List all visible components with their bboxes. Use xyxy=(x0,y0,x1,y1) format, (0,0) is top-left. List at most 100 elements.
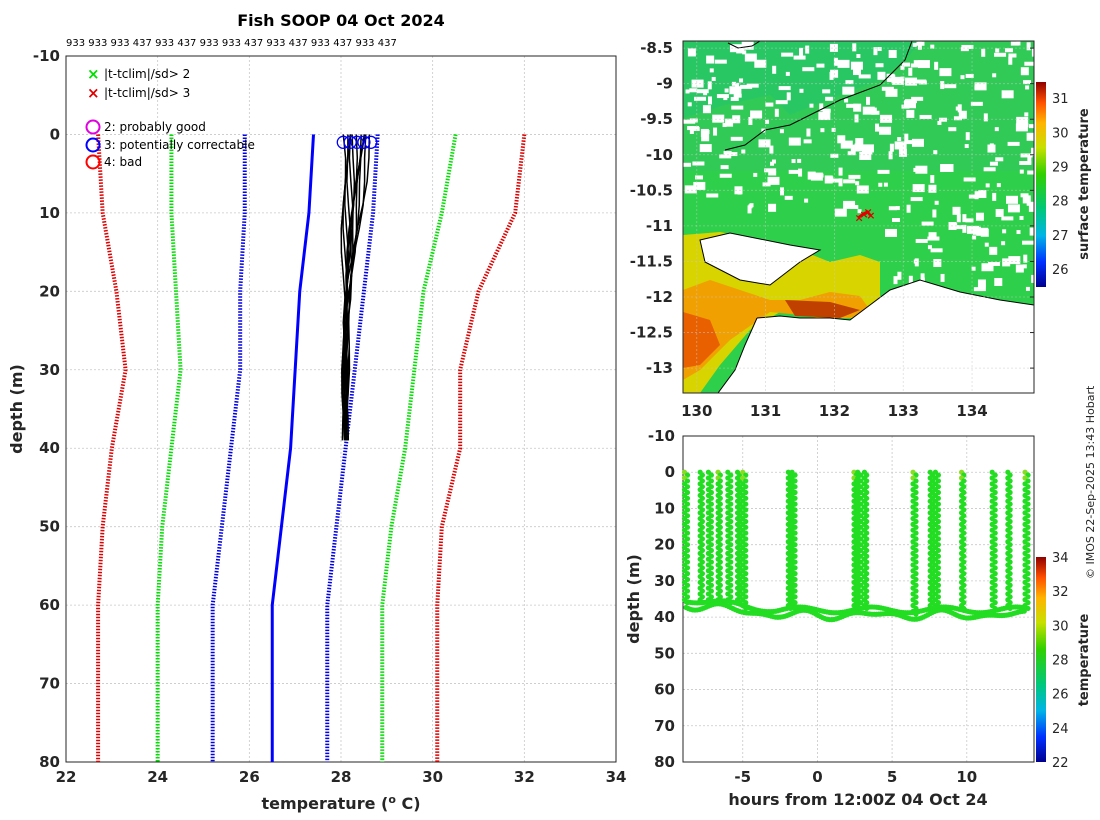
cloud-gap xyxy=(948,127,957,132)
map-x-tick-label: 132 xyxy=(819,402,850,420)
cloud-gap xyxy=(858,74,871,79)
temperature-colorbar-tick: 26 xyxy=(1052,688,1069,703)
cloud-gap xyxy=(956,214,961,223)
y-tick-label: 40 xyxy=(39,439,60,457)
cloud-gap xyxy=(846,103,859,108)
map-x-tick-label: 133 xyxy=(888,402,919,420)
cloud-gap xyxy=(972,235,977,240)
series-clim-1sd xyxy=(325,134,380,762)
cloud-gap xyxy=(952,206,961,215)
cloud-gap xyxy=(687,48,696,57)
cloud-gap xyxy=(824,175,833,184)
coastline-main xyxy=(756,279,1034,321)
cloud-gap xyxy=(788,169,801,174)
climatology-lines xyxy=(96,134,527,762)
chart-title: Fish SOOP 04 Oct 2024 xyxy=(237,11,445,30)
cloud-gap xyxy=(903,100,916,109)
temperature-colorbar-tick: 30 xyxy=(1052,619,1069,634)
cloud-gap xyxy=(723,151,732,156)
cloud-gap xyxy=(687,102,692,107)
cloud-gap xyxy=(683,119,696,124)
cloud-gap xyxy=(829,43,838,52)
temperature-profiles xyxy=(340,134,371,441)
profile-plot: Fish SOOP 04 Oct 2024 933 933 933 437 93… xyxy=(7,11,626,813)
ship-track-point: × xyxy=(859,208,868,221)
cloud-gap xyxy=(973,287,986,292)
cloud-gap xyxy=(897,137,902,142)
map-y-tick-label: -10 xyxy=(646,146,673,164)
legend-flag4-label: 4: bad xyxy=(104,155,142,169)
cloud-gap xyxy=(885,88,898,97)
land-peninsula xyxy=(700,233,820,285)
td-point xyxy=(1021,608,1027,614)
cloud-gap xyxy=(904,133,909,142)
cloud-gap xyxy=(840,140,853,149)
cloud-gap xyxy=(793,55,806,60)
cloud-gap xyxy=(905,77,918,86)
cloud-gap xyxy=(845,80,854,85)
cloud-gap xyxy=(692,161,705,166)
cloud-gap xyxy=(917,60,930,69)
cloud-gap xyxy=(803,139,812,144)
cloud-gap xyxy=(900,65,905,70)
cloud-gap xyxy=(920,273,925,282)
cloud-gap xyxy=(974,191,979,200)
sst-north-band xyxy=(683,41,920,118)
cloud-gap xyxy=(758,139,771,148)
cloud-gap xyxy=(908,275,913,284)
cloud-gap xyxy=(762,182,771,187)
cloud-gap xyxy=(702,105,711,114)
sst-hottest-patch xyxy=(683,312,720,368)
cloud-gap xyxy=(933,150,938,155)
cloud-gap xyxy=(908,67,913,76)
td-x-tick-label: -5 xyxy=(734,768,751,786)
cloud-gap xyxy=(902,288,915,293)
cloud-gap xyxy=(822,108,831,113)
cloud-gap xyxy=(1022,195,1031,204)
cloud-gap xyxy=(689,125,694,134)
sst-colorbar-tick: 27 xyxy=(1052,229,1069,244)
x-tick-label: 30 xyxy=(422,768,443,786)
cloud-gap xyxy=(768,203,777,212)
y-tick-label: 70 xyxy=(39,675,60,693)
profile-x-ticks: 22 24 26 28 30 32 34 xyxy=(56,768,627,786)
y-tick-label: 60 xyxy=(39,596,60,614)
cloud-gap xyxy=(768,171,777,176)
cloud-gap xyxy=(770,161,775,166)
legend-sd2-label: |t-tclim|/sd> 2 xyxy=(104,67,190,81)
cloud-gap xyxy=(1016,116,1029,125)
cloud-gap xyxy=(968,194,977,199)
cloud-gap xyxy=(1016,230,1021,235)
cloud-gap xyxy=(838,167,843,176)
cloud-gap xyxy=(699,144,712,153)
cloud-gap xyxy=(733,93,742,98)
map-y-tick-label: -11 xyxy=(646,217,673,235)
cloud-gap xyxy=(1023,80,1032,85)
cloud-gap xyxy=(1019,161,1032,166)
cloud-gap xyxy=(855,138,864,147)
sst-colorbar-ticks: 26 27 28 29 30 31 xyxy=(1052,92,1069,278)
td-y-tick-label: 0 xyxy=(665,463,675,481)
cloud-gap xyxy=(940,81,945,90)
cloud-gap xyxy=(940,273,945,282)
cloud-gap xyxy=(707,96,712,105)
cloud-gap xyxy=(693,181,706,190)
cloud-gap xyxy=(799,47,804,56)
cloud-gap xyxy=(731,81,736,86)
flag-markers xyxy=(336,135,378,149)
land-mainland xyxy=(718,280,1034,393)
cloud-gap xyxy=(906,204,911,213)
cloud-gap xyxy=(837,59,850,68)
cloud-gap xyxy=(995,208,1004,217)
cloud-gap xyxy=(1026,201,1034,206)
cloud-gap xyxy=(897,271,902,280)
flag-marker-correctable xyxy=(336,135,350,149)
sst-colorbar-tick: 30 xyxy=(1052,126,1069,141)
cloud-gap xyxy=(1022,264,1027,269)
cloud-gap xyxy=(938,117,947,122)
cloud-gap xyxy=(724,88,729,93)
cloud-gap xyxy=(895,206,900,211)
cloud-gap xyxy=(989,143,994,152)
td-y-tick-label: 30 xyxy=(654,572,675,590)
